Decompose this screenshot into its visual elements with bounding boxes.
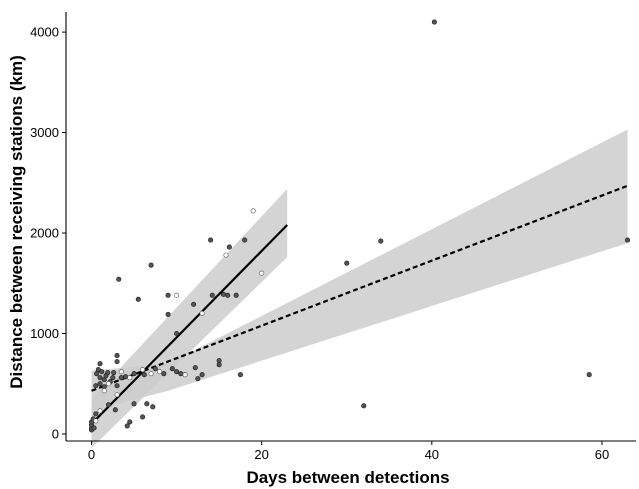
x-tick-label: 40 xyxy=(425,447,439,462)
data-point xyxy=(118,375,124,381)
data-point xyxy=(225,292,231,298)
data-point xyxy=(141,372,147,378)
data-point-open xyxy=(114,392,120,398)
data-point xyxy=(216,362,222,368)
data-point-open xyxy=(101,388,107,394)
data-point-open xyxy=(140,367,146,373)
data-point xyxy=(97,381,103,387)
data-point xyxy=(114,383,120,389)
data-point xyxy=(624,237,631,243)
data-point-open xyxy=(148,371,154,377)
y-tick-label: 4000 xyxy=(30,25,59,40)
data-point-open xyxy=(199,310,205,316)
data-point xyxy=(140,414,146,420)
data-point xyxy=(97,375,103,381)
data-point xyxy=(191,301,197,307)
data-point-open xyxy=(182,372,188,378)
data-point xyxy=(116,276,122,282)
data-point xyxy=(97,361,103,367)
data-point xyxy=(586,372,592,378)
data-point xyxy=(233,292,239,298)
data-point xyxy=(165,292,171,298)
confidence-band-dashed xyxy=(91,129,628,411)
data-point-open xyxy=(259,270,265,276)
data-point xyxy=(237,372,243,378)
data-point xyxy=(131,371,137,377)
data-point-open xyxy=(127,375,133,381)
y-tick-label: 1000 xyxy=(30,326,59,341)
data-point xyxy=(220,291,226,297)
data-point xyxy=(431,19,437,25)
data-point xyxy=(131,401,137,407)
data-point xyxy=(105,370,111,376)
y-axis-title: Distance between receiving stations (km) xyxy=(7,55,26,389)
data-point xyxy=(178,371,184,377)
data-point xyxy=(99,369,105,375)
data-point xyxy=(174,330,180,337)
data-point xyxy=(192,365,198,371)
data-point-open xyxy=(157,369,163,375)
data-point xyxy=(148,262,154,268)
data-point xyxy=(114,359,120,365)
data-point xyxy=(144,401,150,407)
data-point xyxy=(91,425,97,431)
data-point xyxy=(93,383,99,389)
confidence-bands xyxy=(91,129,628,449)
y-tick-label: 0 xyxy=(52,426,59,441)
x-axis-title: Days between detections xyxy=(246,468,449,487)
data-point xyxy=(114,353,120,359)
data-point-open xyxy=(97,408,103,414)
data-point-open xyxy=(223,252,229,258)
data-point xyxy=(152,366,158,372)
data-point xyxy=(150,404,156,410)
data-point xyxy=(127,419,133,425)
data-point xyxy=(174,369,180,375)
y-tick-label: 2000 xyxy=(30,226,59,241)
data-point-open xyxy=(174,292,180,298)
data-point xyxy=(209,292,215,298)
x-tick-label: 0 xyxy=(88,447,95,462)
data-point xyxy=(226,244,232,250)
data-point xyxy=(199,372,205,378)
data-point xyxy=(161,371,167,377)
data-point xyxy=(361,403,367,409)
data-point xyxy=(195,376,201,382)
data-point xyxy=(344,260,350,266)
regression-lines xyxy=(90,184,628,425)
data-point xyxy=(111,370,117,376)
data-point xyxy=(165,311,171,317)
data-point xyxy=(169,366,175,372)
y-tick-label: 3000 xyxy=(30,125,59,140)
data-point xyxy=(135,296,141,302)
fit-line-solid xyxy=(90,224,288,425)
data-point-open xyxy=(118,369,124,375)
data-point xyxy=(208,237,214,243)
data-point xyxy=(110,375,116,381)
data-point-open xyxy=(250,208,256,214)
data-points xyxy=(88,19,631,433)
data-point xyxy=(124,423,130,429)
data-point xyxy=(123,374,129,380)
data-point xyxy=(93,411,99,417)
data-point-open xyxy=(105,381,112,387)
data-point xyxy=(112,407,118,413)
axes: 0 1000 2000 3000 4000 0 20 40 60 xyxy=(30,12,636,462)
data-point xyxy=(378,238,384,244)
x-tick-label: 60 xyxy=(595,447,609,462)
data-point xyxy=(242,237,248,243)
data-point xyxy=(105,402,112,408)
data-point-open xyxy=(93,418,99,424)
x-tick-label: 20 xyxy=(254,447,268,462)
